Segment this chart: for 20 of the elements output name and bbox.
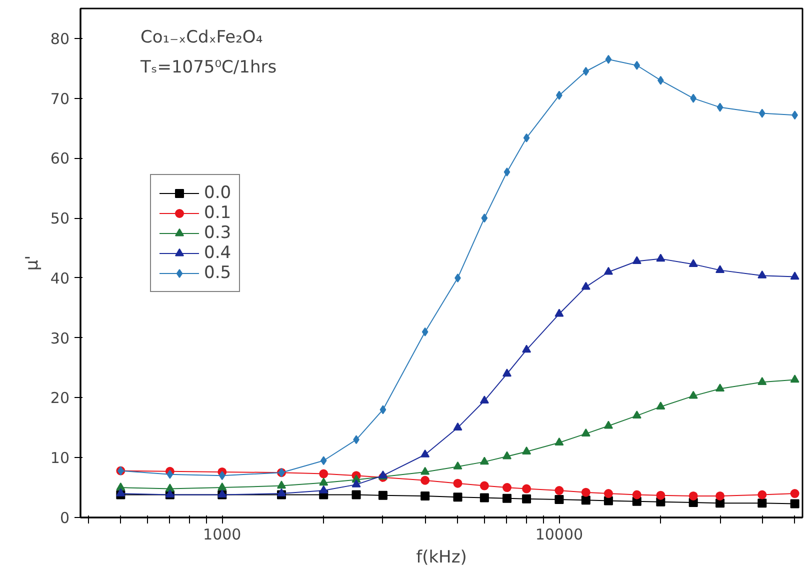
y-tick-label: 30 [50,329,70,348]
legend-label: 0.1 [204,203,232,223]
y-tick-label: 70 [50,90,70,108]
y-tick-label: 80 [50,30,70,48]
y-tick-label: 0 [60,509,70,527]
y-tick-label: 60 [50,150,70,168]
y-tick-label: 40 [50,269,70,288]
legend-label: 0.5 [204,263,232,283]
annotation: Co₁₋ₓCdₓFe₂O₄ [140,28,263,48]
y-tick-label: 10 [50,449,70,468]
y-tick-label: 20 [50,389,70,408]
x-tick-label: 10000 [535,526,584,544]
annotation: Tₛ=1075⁰C/1hrs [140,58,277,78]
y-tick-label: 50 [50,210,70,228]
legend-label: 0.3 [204,223,232,243]
legend-label: 0.0 [204,183,232,203]
x-axis-title: f(kHz) [416,548,467,568]
legend-label: 0.4 [204,243,232,263]
y-axis-title: μ' [22,255,42,271]
x-tick-label: 1000 [203,526,242,544]
